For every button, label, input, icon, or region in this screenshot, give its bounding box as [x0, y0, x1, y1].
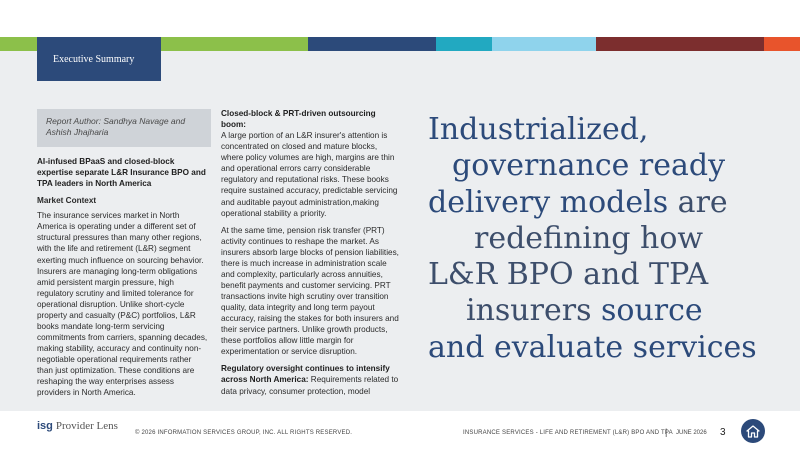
- middle-column: Closed-block & PRT-driven outsourcing bo…: [221, 108, 399, 397]
- headline-line: Industrialized,: [428, 112, 778, 148]
- headline-line: and evaluate services: [428, 330, 778, 366]
- prt-body: At the same time, pension risk transfer …: [221, 225, 399, 358]
- section-tab[interactable]: Executive Summary: [37, 37, 161, 81]
- regulatory-paragraph: Regulatory oversight continues to intens…: [221, 363, 399, 396]
- stripe-lightblue: [492, 37, 596, 51]
- column-heading: AI-infused BPaaS and closed-block expert…: [37, 156, 209, 189]
- headline-quote: Industrialized, governance ready deliver…: [428, 112, 778, 366]
- headline-line: governance ready: [428, 148, 778, 184]
- headline-line: redefining how: [428, 221, 778, 257]
- market-context-heading: Market Context: [37, 195, 209, 206]
- isg-logo-mark: isg: [37, 420, 53, 432]
- stripe-maroon: [596, 37, 764, 51]
- author-box: Report Author: Sandhya Navage and Ashish…: [37, 109, 211, 147]
- home-button[interactable]: [741, 419, 765, 443]
- headline-line: L&R BPO and TPA: [428, 257, 778, 293]
- headline-line: delivery models are: [428, 185, 778, 221]
- closed-block-heading: Closed-block & PRT-driven outsourcing bo…: [221, 108, 399, 130]
- closed-block-body: A large portion of an L&R insurer's atte…: [221, 130, 399, 219]
- report-title: INSURANCE SERVICES - LIFE AND RETIREMENT…: [463, 430, 673, 436]
- report-date: JUNE 2026: [676, 430, 707, 436]
- stripe-orange: [764, 37, 800, 51]
- footer-separator: |: [665, 427, 667, 437]
- isg-logo[interactable]: isg Provider Lens: [37, 420, 118, 432]
- copyright: © 2026 INFORMATION SERVICES GROUP, INC. …: [135, 430, 352, 436]
- provider-lens-wordmark: Provider Lens: [56, 420, 118, 432]
- headline-line: insurers source: [428, 293, 778, 329]
- market-context-body: The insurance services market in North A…: [37, 210, 209, 398]
- home-icon: [746, 425, 760, 438]
- page-number: 3: [720, 427, 726, 438]
- stripe-teal: [436, 37, 492, 51]
- footer: isg Provider Lens © 2026 INFORMATION SER…: [0, 411, 800, 450]
- left-column: AI-infused BPaaS and closed-block expert…: [37, 156, 209, 404]
- stripe-navy: [308, 37, 436, 51]
